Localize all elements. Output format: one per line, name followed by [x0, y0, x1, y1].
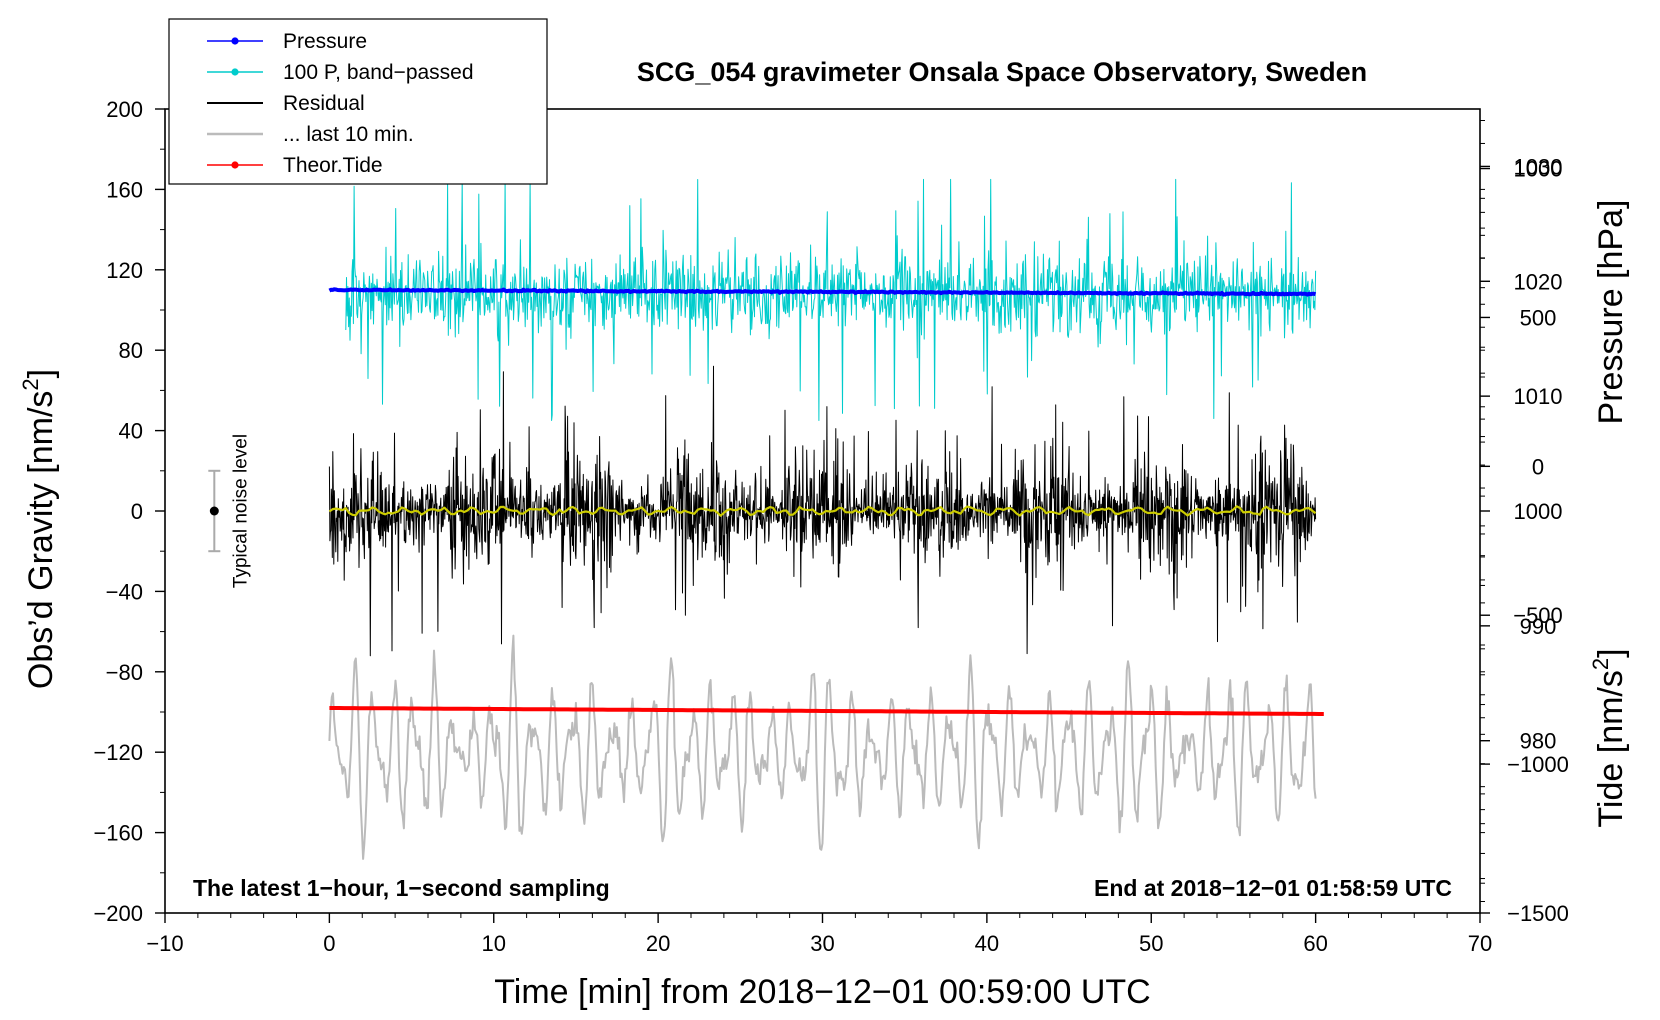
pressure-tick-label: 1000 [1514, 499, 1563, 524]
noise-label: Typical noise level [230, 434, 251, 588]
y-tick-label: −80 [106, 660, 143, 685]
x-tick-label: 0 [323, 931, 335, 956]
y-tick-label: 160 [106, 177, 143, 202]
x-tick-label: 60 [1303, 931, 1327, 956]
x-tick-label: 30 [810, 931, 834, 956]
residual-line [328, 365, 1317, 657]
annotation-layer: SCG_054 gravimeter Onsala Space Observat… [193, 57, 1452, 901]
y-tick-label: 120 [106, 258, 143, 283]
theoretical-tide-line [329, 706, 1324, 716]
x-tick-label: 50 [1139, 931, 1163, 956]
bottom-left-note: The latest 1−hour, 1−second sampling [193, 875, 610, 901]
legend-box [168, 18, 548, 185]
last-10-min-line [328, 634, 1317, 860]
x-tick-label: 20 [646, 931, 670, 956]
bottom-right-note: End at 2018−12−01 01:58:59 UTC [1094, 875, 1452, 901]
y-tick-label: −120 [93, 740, 143, 765]
pressure-line [328, 287, 1317, 297]
tide-tick-label: 0 [1532, 454, 1544, 479]
tide-axis-title: Tide [nm/s2] [1588, 648, 1630, 827]
legend-label: Residual [283, 92, 365, 115]
pressure-axis-title: Pressure [hPa] [1592, 200, 1630, 425]
legend-marker [231, 37, 239, 45]
x-tick-label: 40 [975, 931, 999, 956]
legend-marker [231, 161, 239, 169]
y-tick-label: −160 [93, 821, 143, 846]
y-tick-label: 200 [106, 97, 143, 122]
legend-label: 100 P, band−passed [283, 61, 474, 84]
y-tick-label: 40 [119, 419, 143, 444]
pressure-tick-label: 1010 [1514, 384, 1563, 409]
legend: Pressure 100 P, band−passed Residual ... la… [168, 18, 548, 185]
chart-title: SCG_054 gravimeter Onsala Space Observat… [637, 57, 1367, 87]
legend-label: Pressure [283, 30, 367, 53]
y-tick-label: 80 [119, 338, 143, 363]
pressure-tick-label: 1030 [1514, 154, 1563, 179]
x-tick-label: 10 [482, 931, 506, 956]
y-tick-label: −40 [106, 579, 143, 604]
tide-tick-label: −1000 [1507, 752, 1569, 777]
pressure-tick-label: 990 [1520, 614, 1557, 639]
pressure-tick-label: 980 [1520, 729, 1557, 754]
legend-label: Theor.Tide [283, 154, 383, 177]
series-layer [328, 178, 1324, 860]
y-axis-title-left: Obs’d Gravity [nm/s2] [18, 369, 60, 689]
tide-tick-label: −1500 [1507, 901, 1569, 926]
legend-label: ... last 10 min. [283, 123, 414, 146]
noise-bar-center [209, 506, 219, 516]
y-tick-label: −200 [93, 901, 143, 926]
legend-marker [231, 68, 239, 76]
pressure-tick-label: 1020 [1514, 269, 1563, 294]
x-tick-label: 70 [1468, 931, 1492, 956]
smoothed-residual-line [328, 505, 1317, 517]
x-axis-title: Time [min] from 2018−12−01 00:59:00 UTC [494, 973, 1150, 1011]
tide-tick-label: 500 [1520, 305, 1557, 330]
y-tick-label: 0 [131, 499, 143, 524]
band-passed-pressure-line [345, 178, 1317, 421]
x-tick-label: −10 [146, 931, 183, 956]
tide-tick-label: 1000 [1514, 157, 1563, 182]
tide-tick-label: −500 [1513, 603, 1563, 628]
